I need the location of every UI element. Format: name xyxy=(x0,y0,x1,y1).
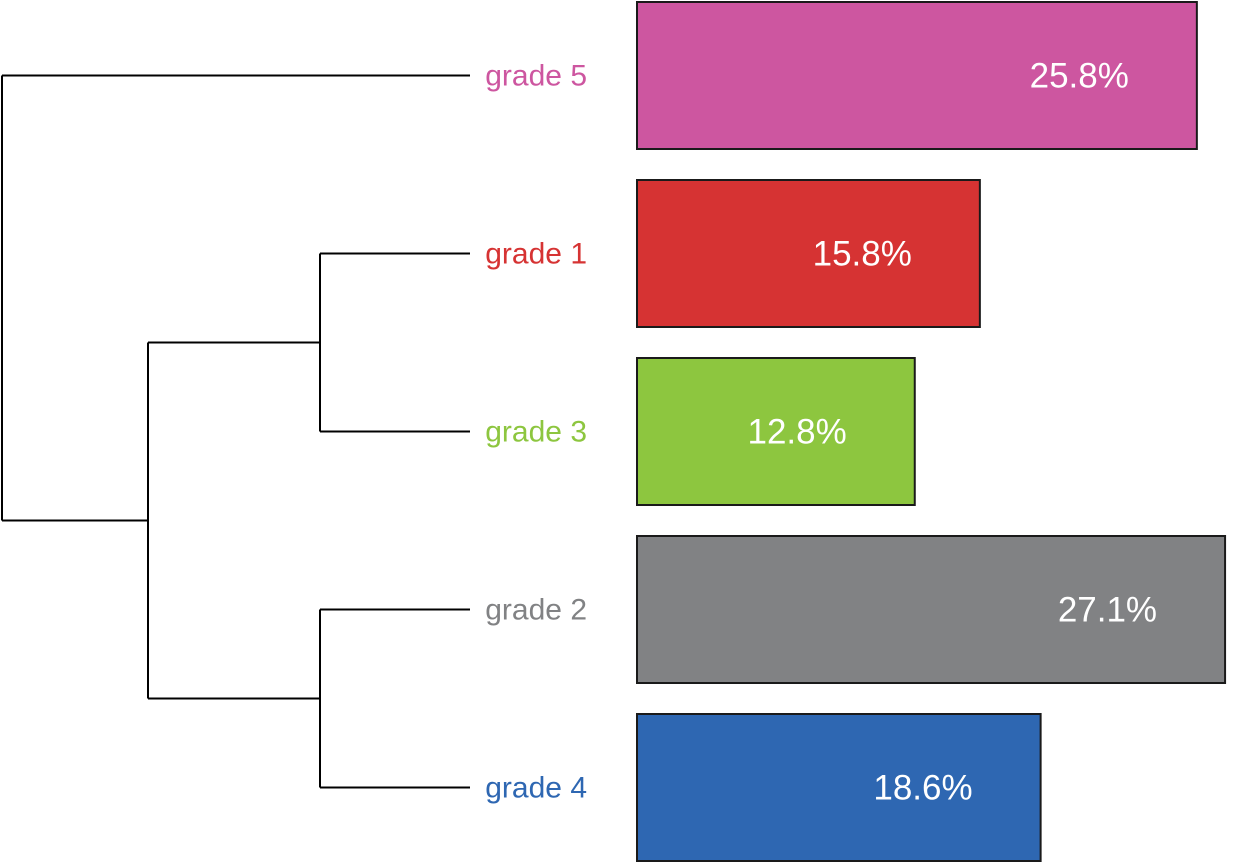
bar-grade-2 xyxy=(636,535,1227,684)
bar-value-label-grade-2: 27.1% xyxy=(1058,591,1157,630)
bars xyxy=(636,1,1227,862)
dendrogram xyxy=(1,74,470,789)
bar-value-label-grade-5: 25.8% xyxy=(1030,57,1129,96)
leaf-label-grade-4: grade 4 xyxy=(485,772,587,805)
bar-value-label-grade-1: 15.8% xyxy=(813,235,912,274)
leaf-label-grade-2: grade 2 xyxy=(485,594,587,627)
bar-grade-5 xyxy=(636,1,1198,150)
bar-grade-1 xyxy=(636,179,981,328)
bar-value-label-grade-3: 12.8% xyxy=(748,413,847,452)
leaf-label-grade-1: grade 1 xyxy=(485,238,587,271)
leaf-labels: grade 5 grade 1 grade 3 grade 2 grade 4 xyxy=(485,60,587,805)
bar-value-label-grade-4: 18.6% xyxy=(873,769,972,808)
bar-grade-3 xyxy=(636,357,916,506)
leaf-label-grade-3: grade 3 xyxy=(485,416,587,449)
bar-grade-4 xyxy=(636,713,1042,862)
bar-value-labels: 25.8% 15.8% 12.8% 27.1% 18.6% xyxy=(748,57,1158,808)
leaf-label-grade-5: grade 5 xyxy=(485,60,587,93)
